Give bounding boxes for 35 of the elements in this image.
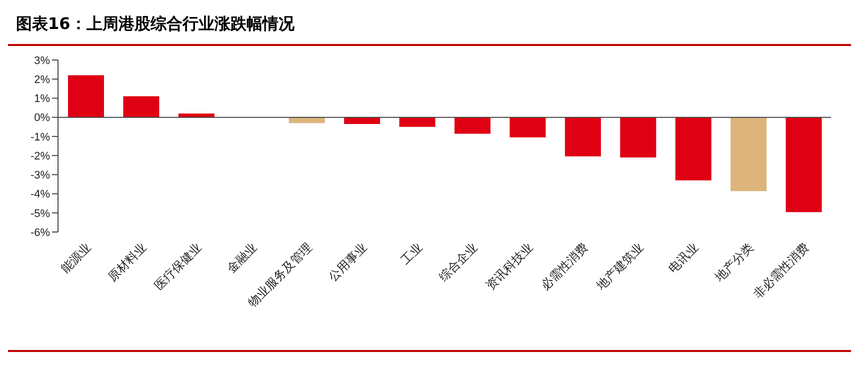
- y-tick-label: 0%: [34, 112, 50, 124]
- y-tick-label: 3%: [34, 54, 50, 67]
- bar: [675, 117, 712, 180]
- x-tick-label: 地产建筑业: [592, 240, 646, 294]
- y-tick-label: 1%: [34, 93, 50, 106]
- x-tick-label: 电讯业: [666, 240, 702, 276]
- bar: [68, 75, 104, 118]
- x-tick-label: 地产分类: [712, 240, 756, 285]
- x-tick-label: 资讯科技业: [483, 240, 536, 293]
- x-tick-label: 公用事业: [326, 240, 370, 284]
- x-tick-label: 工业: [398, 240, 426, 268]
- bar: [178, 114, 214, 118]
- chart-title: 图表16：上周港股综合行业涨跌幅情况: [15, 13, 296, 35]
- bar: [620, 117, 656, 158]
- y-tick-label: -1%: [30, 131, 50, 144]
- y-tick-label: -2%: [30, 150, 50, 162]
- y-tick-label: -4%: [30, 188, 50, 201]
- bar: [454, 117, 490, 134]
- bar: [786, 117, 822, 212]
- y-tick-label: 2%: [34, 74, 50, 86]
- bar: [564, 117, 601, 156]
- bar: [399, 117, 436, 127]
- bar: [123, 96, 160, 118]
- x-tick-label: 必需性消费: [538, 240, 591, 293]
- y-tick-label: -5%: [30, 208, 50, 220]
- x-tick-label: 能源业: [58, 240, 94, 276]
- bar: [510, 117, 546, 138]
- x-tick-label: 综合企业: [436, 240, 480, 284]
- y-tick-label: -6%: [30, 226, 50, 239]
- x-tick-label: 医疗保健业: [152, 240, 204, 293]
- bar: [344, 117, 380, 124]
- bar: [730, 117, 767, 192]
- x-tick-label: 原材料业: [105, 240, 149, 284]
- x-tick-label: 金融业: [224, 240, 260, 276]
- y-tick-label: -3%: [30, 170, 50, 182]
